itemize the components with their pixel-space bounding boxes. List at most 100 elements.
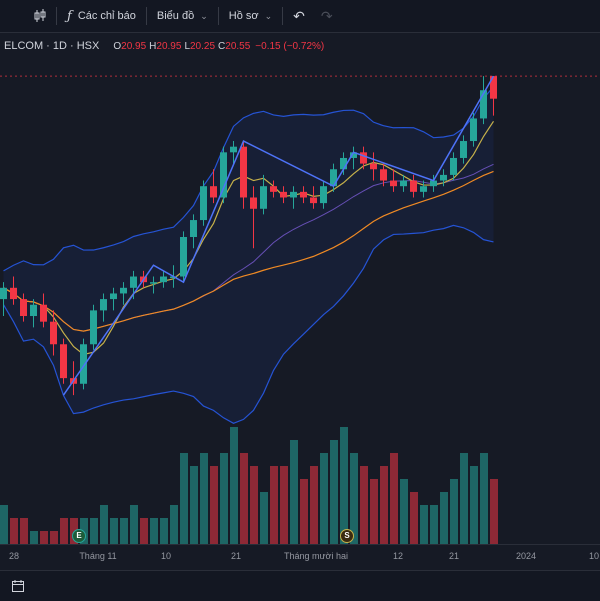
candle-body bbox=[370, 163, 377, 170]
volume-bar bbox=[320, 453, 328, 544]
candle-body bbox=[110, 293, 117, 300]
volume-bar bbox=[30, 531, 38, 544]
candle-body bbox=[210, 186, 217, 198]
candle-body bbox=[290, 191, 297, 198]
volume-bar bbox=[0, 505, 8, 544]
volume-bar bbox=[350, 453, 358, 544]
volume-bar bbox=[310, 466, 318, 544]
redo-button[interactable]: ↷ bbox=[313, 0, 341, 32]
candle-body bbox=[240, 146, 247, 198]
volume-bar bbox=[50, 531, 58, 544]
earnings-marker[interactable]: E bbox=[72, 529, 86, 543]
volume-bar bbox=[380, 466, 388, 544]
candle-body bbox=[310, 197, 317, 204]
volume-bar bbox=[160, 518, 168, 544]
volume-bar bbox=[460, 453, 468, 544]
volume-bar bbox=[180, 453, 188, 544]
volume-bar bbox=[390, 453, 398, 544]
date-range-icon[interactable] bbox=[12, 579, 24, 592]
volume-bar bbox=[90, 518, 98, 544]
volume-bar bbox=[270, 466, 278, 544]
low-value: 20.25 bbox=[190, 40, 216, 52]
candle-body bbox=[30, 304, 37, 317]
close-key: C bbox=[218, 40, 226, 52]
close-value: 20.55 bbox=[225, 40, 251, 52]
low-key: L bbox=[184, 40, 190, 52]
volume-bar bbox=[250, 466, 258, 544]
bottom-bar bbox=[0, 570, 600, 601]
price-chart[interactable] bbox=[0, 32, 600, 544]
candle-body bbox=[350, 152, 357, 158]
volume-bar bbox=[110, 518, 118, 544]
indicators-button[interactable]: ƒ Các chỉ báo bbox=[59, 0, 144, 32]
time-axis-label: 21 bbox=[448, 551, 460, 561]
volume-bar bbox=[330, 440, 338, 544]
volume-bar bbox=[450, 479, 458, 544]
undo-icon: ↶ bbox=[293, 7, 305, 24]
toolbar-divider bbox=[282, 7, 284, 25]
volume-bar bbox=[370, 479, 378, 544]
high-value: 20.95 bbox=[156, 40, 182, 52]
high-key: H bbox=[149, 40, 157, 52]
candle-body bbox=[320, 186, 327, 204]
volume-bar bbox=[410, 492, 418, 544]
candle-body bbox=[420, 186, 427, 192]
indicators-label: Các chỉ báo bbox=[77, 10, 136, 22]
open-value: 20.95 bbox=[121, 40, 147, 52]
candle-body bbox=[150, 282, 157, 284]
volume-bar bbox=[190, 466, 198, 544]
candle-body bbox=[60, 344, 67, 379]
candle-body bbox=[270, 186, 277, 192]
candle-body bbox=[390, 180, 397, 187]
top-toolbar: ƒ Các chỉ báo Biểu đồ ⌄ Hồ sơ ⌄ ↶ ↷ bbox=[0, 0, 600, 33]
candle-body bbox=[490, 76, 497, 99]
time-axis[interactable]: 28 Tháng 11 10 21 Tháng mười hai 12 21 2… bbox=[0, 544, 600, 569]
toolbar-divider bbox=[217, 7, 219, 25]
volume-bar bbox=[420, 505, 428, 544]
candle-body bbox=[380, 169, 387, 181]
candle-body bbox=[120, 287, 127, 294]
time-axis-label: 10 bbox=[160, 551, 172, 561]
candle-body bbox=[410, 180, 417, 192]
volume-bar bbox=[10, 518, 18, 544]
volume-bar bbox=[480, 453, 488, 544]
volume-bar bbox=[170, 505, 178, 544]
candle-body bbox=[470, 118, 477, 142]
volume-bar bbox=[120, 518, 128, 544]
volume-bar bbox=[130, 505, 138, 544]
compare-button[interactable] bbox=[0, 0, 54, 32]
candle-body bbox=[400, 180, 407, 187]
candle-body bbox=[130, 276, 137, 288]
candle-body bbox=[100, 299, 107, 311]
candle-body bbox=[360, 152, 367, 164]
candle-body bbox=[260, 186, 267, 209]
volume-bar bbox=[140, 518, 148, 544]
open-key: O bbox=[113, 40, 122, 52]
bollinger-band-fill bbox=[3, 86, 494, 424]
candle-body bbox=[430, 180, 437, 187]
split-marker[interactable]: S bbox=[340, 529, 354, 543]
redo-icon: ↷ bbox=[320, 7, 333, 24]
candle-body bbox=[220, 152, 227, 198]
candle-body bbox=[180, 237, 187, 277]
bollinger-lower-line bbox=[2, 224, 494, 424]
candlestick-icon bbox=[34, 9, 46, 23]
candle-body bbox=[50, 321, 57, 345]
candle-body bbox=[460, 141, 467, 158]
candle-body bbox=[330, 169, 337, 187]
volume-bar bbox=[60, 518, 68, 544]
volume-bar bbox=[220, 453, 228, 544]
volume-bar bbox=[100, 505, 108, 544]
chart-menu-button[interactable]: Biểu đồ ⌄ bbox=[149, 0, 216, 32]
volume-bar bbox=[240, 453, 248, 544]
candle-body bbox=[0, 287, 7, 300]
candle-body bbox=[10, 287, 17, 300]
undo-button[interactable]: ↶ bbox=[285, 0, 313, 32]
volume-bar bbox=[400, 479, 408, 544]
candle-body bbox=[160, 276, 167, 283]
symbol-label[interactable]: ELCOM · 1D · HSX bbox=[4, 40, 100, 52]
profile-menu-button[interactable]: Hồ sơ ⌄ bbox=[221, 0, 280, 32]
candle-body bbox=[230, 146, 237, 153]
candle-body bbox=[200, 186, 207, 221]
